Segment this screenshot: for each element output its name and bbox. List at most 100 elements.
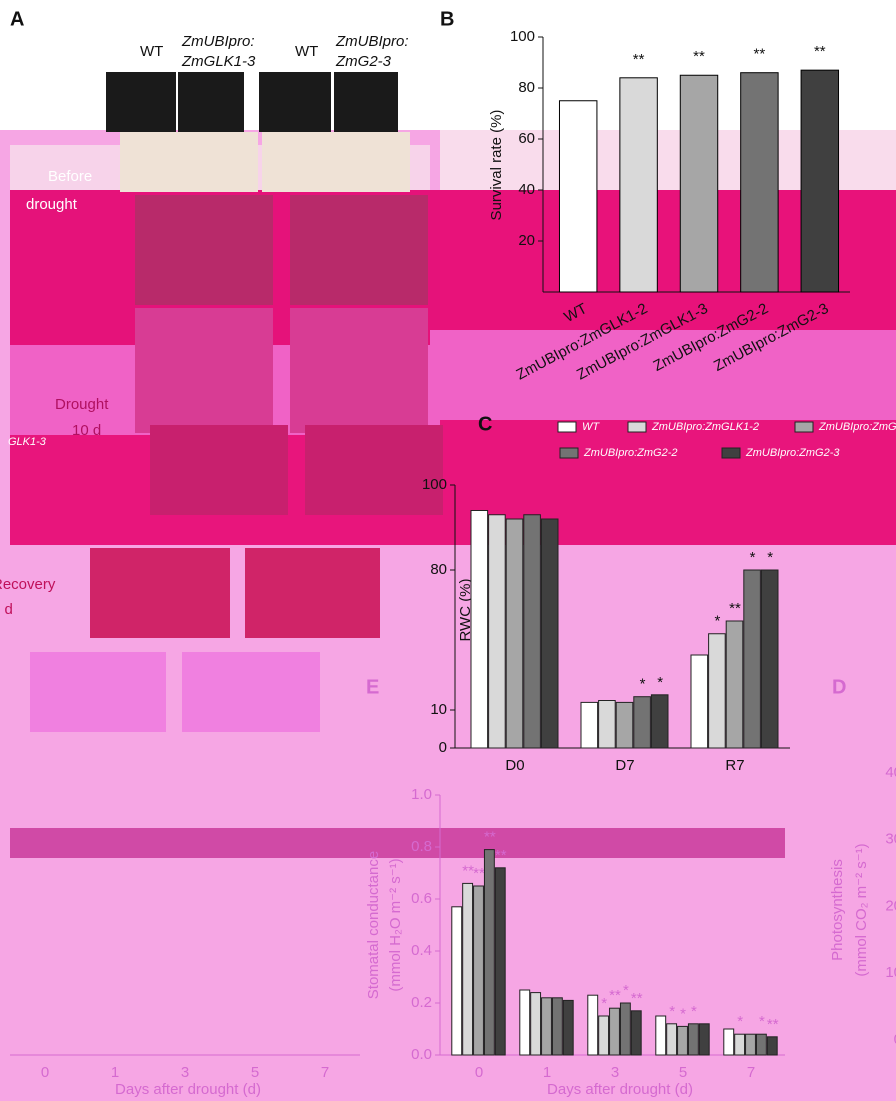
legend-label: ZmUBIpro:ZmG2-2 (583, 447, 678, 459)
bar (558, 100, 598, 293)
y-axis-label: Survival rate (%) (488, 110, 505, 221)
x-tick-label: 0 (475, 1064, 483, 1081)
x-tick-label: 0 (41, 1064, 49, 1081)
bar (800, 69, 840, 293)
condition-label: 10 d (72, 422, 101, 439)
x-tick-label: D7 (615, 757, 634, 774)
bar (619, 77, 658, 293)
bar (598, 1015, 610, 1056)
panel-label: C (478, 413, 492, 435)
x-tick-label: 3 (181, 1064, 189, 1081)
y-tick-label: 20 (885, 897, 896, 914)
panel-label: B (440, 8, 454, 30)
significance: ** (495, 847, 507, 864)
panel-label: D (832, 676, 846, 698)
x-axis-label: Days after drought (d) (547, 1081, 693, 1098)
significance: * (750, 549, 756, 566)
y-tick-label: 60 (518, 130, 535, 147)
x-tick-label: 3 (611, 1064, 619, 1081)
panel-label: E (366, 676, 379, 698)
bar (587, 994, 599, 1056)
y-tick-label: 0 (439, 739, 447, 756)
photo-header: WT (140, 43, 163, 60)
y-tick-label: 100 (510, 28, 535, 45)
significance: ** (484, 829, 496, 846)
photo-header: ZmGLK1-3 (181, 53, 256, 70)
significance: * (680, 1005, 686, 1022)
significance: ** (754, 46, 766, 63)
photo (150, 425, 288, 515)
bar (551, 997, 563, 1056)
x-axis-label: Days after drought (d) (115, 1081, 261, 1098)
photo (135, 308, 273, 433)
bar (470, 510, 489, 749)
legend-swatch (794, 421, 814, 433)
legend-swatch (557, 421, 577, 433)
y-tick-label: 100 (422, 476, 447, 493)
condition-label: Before (48, 168, 92, 185)
bar (679, 74, 719, 293)
bar (540, 518, 559, 749)
x-tick-label: 7 (321, 1064, 329, 1081)
y-tick-label: 0.2 (411, 994, 432, 1011)
significance: * (623, 982, 629, 999)
y-tick-label: 1.0 (411, 786, 432, 803)
photo (259, 72, 331, 132)
condition-label: Recovery (0, 576, 56, 593)
bar (708, 633, 726, 749)
legend-label: ZmUBIpro:ZmGLK1-2 (651, 421, 759, 433)
legend-label: ZmUBIpro:ZmGLK1-3 (818, 421, 896, 433)
photo (106, 72, 176, 132)
x-tick-label: D0 (505, 757, 524, 774)
bar (698, 1023, 710, 1056)
condition-label: drought (26, 196, 78, 213)
bar (760, 569, 779, 749)
bar (743, 569, 761, 749)
bar (755, 1033, 767, 1056)
photo-header: ZmUBIpro: (181, 33, 255, 50)
bar (451, 906, 463, 1056)
background (10, 828, 785, 858)
bar (523, 514, 541, 749)
x-tick-label: R7 (725, 757, 744, 774)
bar (530, 992, 542, 1056)
photo (135, 195, 273, 305)
photo-header: ZmG2-3 (335, 53, 392, 70)
bar (677, 1025, 688, 1056)
y-tick-label: 80 (430, 561, 447, 578)
significance: ** (631, 990, 643, 1007)
bar (488, 514, 506, 749)
significance: ** (767, 1016, 779, 1033)
bar (505, 518, 524, 749)
y-tick-label: 40 (518, 181, 535, 198)
significance: * (714, 613, 720, 630)
significance: ** (729, 600, 741, 617)
significance: ** (473, 865, 485, 882)
y-tick-label: 0 (894, 1031, 896, 1048)
bar (494, 867, 506, 1056)
y-tick-label: 40 (885, 764, 896, 781)
photo (182, 652, 320, 732)
legend-label: WT (582, 421, 600, 433)
bar (519, 989, 531, 1056)
significance: ** (814, 43, 826, 60)
x-tick-label: 7 (747, 1064, 755, 1081)
significance: ** (633, 51, 645, 68)
y-axis-unit: (mmol CO₂ m⁻² s⁻¹) (853, 843, 870, 976)
x-tick-label: 1 (543, 1064, 551, 1081)
photo (178, 72, 244, 132)
x-tick-label: 5 (251, 1064, 259, 1081)
y-tick-label: 30 (885, 831, 896, 848)
bar (473, 885, 484, 1056)
bar (483, 849, 495, 1056)
bar (740, 72, 779, 293)
photo (90, 548, 230, 638)
condition-label: Drought (55, 396, 109, 413)
bar (462, 882, 474, 1056)
y-tick-label: 10 (430, 701, 447, 718)
bar (723, 1028, 735, 1056)
photo (120, 132, 258, 192)
bar (766, 1036, 778, 1056)
bar (666, 1023, 678, 1056)
